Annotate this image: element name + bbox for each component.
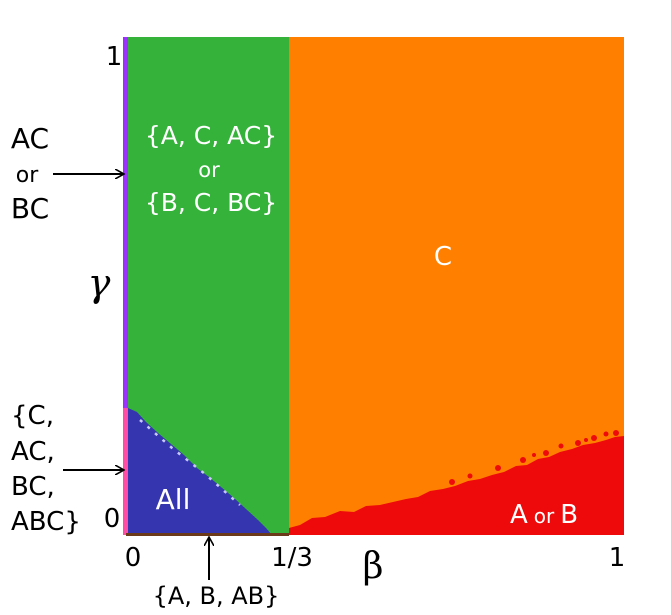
region-red [289,436,624,535]
left-edge-lower [123,408,128,535]
annotation-top-or: or [16,163,39,188]
red-boundary-speckle [449,430,619,485]
red-label-or: or [534,504,555,528]
y-axis-label: γ [88,261,111,305]
green-label-line1: {A, C, AC} [145,121,277,150]
green-label-line3: {B, C, BC} [145,188,277,217]
x-tick-0: 0 [125,543,142,573]
x-axis-label: β [363,546,384,587]
y-tick-1: 1 [106,42,123,72]
annotation-top-ac: AC [11,122,49,155]
red-label-a: A [510,500,528,530]
annotation-bottom-abc: ABC} [11,507,81,537]
x-tick-1-3: 1/3 [271,543,313,573]
region-label-all: All [156,483,191,516]
red-label-b: B [560,500,578,530]
annotation-bottom-bc: BC, [11,472,55,502]
x-tick-1: 1 [609,543,626,573]
region-label-c: C [434,242,452,272]
bottom-edge [126,533,289,536]
annotation-bottom-c: {C, [11,401,54,431]
blue-boundary-dots [139,419,241,506]
region-blue [126,407,272,535]
green-label-or: or [198,158,220,182]
y-tick-0: 0 [104,504,121,534]
annotation-top-bc: BC [11,192,49,225]
annotation-bottom-ab: {A, B, AB} [153,582,280,610]
left-edge-upper [123,37,128,408]
annotation-bottom-ac: AC, [11,437,55,467]
